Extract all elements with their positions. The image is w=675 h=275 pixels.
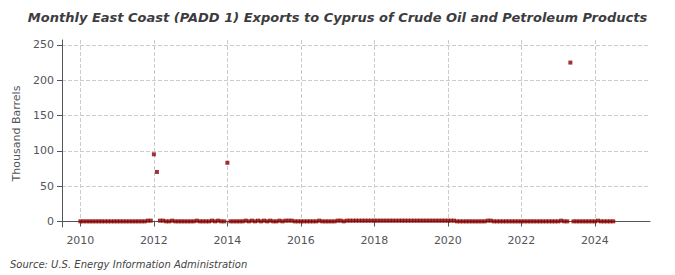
svg-text:2012: 2012 [140,234,168,247]
svg-text:2014: 2014 [213,234,241,247]
svg-text:200: 200 [33,74,54,87]
svg-text:100: 100 [33,144,54,157]
svg-text:250: 250 [33,38,54,51]
svg-text:2024: 2024 [581,234,609,247]
svg-text:2010: 2010 [66,234,94,247]
svg-text:0: 0 [47,215,54,228]
svg-text:Monthly East Coast (PADD 1) Ex: Monthly East Coast (PADD 1) Exports to C… [28,10,648,25]
svg-text:50: 50 [40,180,54,193]
svg-text:2018: 2018 [360,234,388,247]
svg-text:Thousand Barrels: Thousand Barrels [10,85,23,182]
svg-text:2020: 2020 [434,234,462,247]
svg-text:Source: U.S. Energy Informatio: Source: U.S. Energy Information Administ… [10,259,247,270]
svg-text:2016: 2016 [287,234,315,247]
svg-text:2022: 2022 [507,234,535,247]
svg-text:150: 150 [33,109,54,122]
